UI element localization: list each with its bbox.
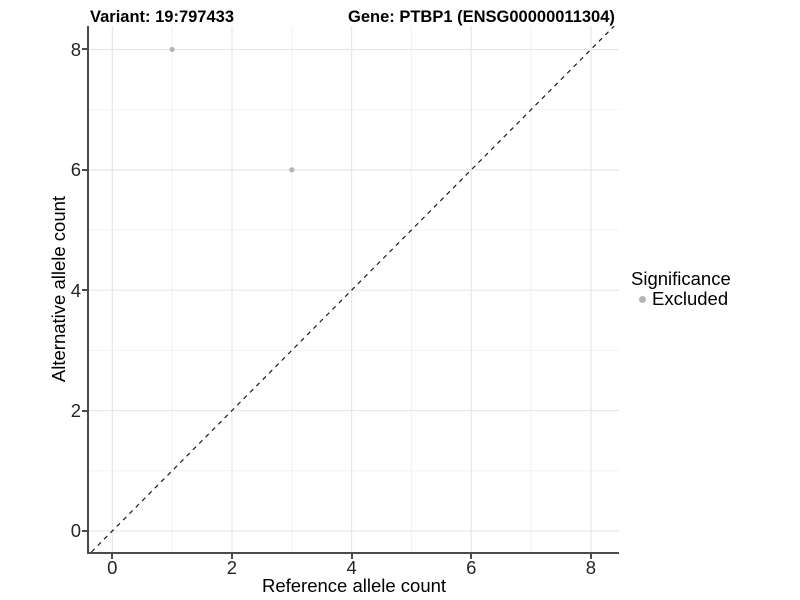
scatter-plot-canvas: [89, 26, 619, 552]
y-axis-tick-mark: [82, 48, 87, 51]
y-axis-title: Alternative allele count: [48, 195, 69, 383]
identity-reference-line: [90, 26, 615, 552]
x-tick-label: 4: [346, 557, 357, 578]
plot-title-gene: Gene: PTBP1 (ENSG00000011304): [348, 8, 615, 26]
y-axis-tick-mark: [82, 289, 87, 292]
x-axis-tick-mark: [470, 554, 473, 559]
y-tick-label: 8: [70, 38, 81, 60]
x-axis-tick-mark: [589, 554, 592, 559]
x-axis-tick-mark: [230, 554, 233, 559]
plot-title-variant: Variant: 19:797433: [90, 8, 235, 26]
y-axis-tick-mark: [82, 529, 87, 532]
legend-title: Significance: [631, 268, 731, 289]
x-axis-tick-mark: [350, 554, 353, 559]
x-tick-label: 8: [585, 557, 597, 578]
y-tick-label: 4: [70, 279, 81, 301]
data-point: [289, 167, 295, 173]
x-axis-tick-mark: [111, 554, 114, 559]
x-tick-label: 2: [226, 557, 238, 578]
legend-item-excluded: Excluded: [639, 289, 728, 309]
y-tick-label: 0: [70, 520, 81, 542]
y-tick-label: 2: [70, 400, 81, 422]
x-tick-label: 6: [466, 557, 477, 578]
y-axis-tick-mark: [82, 168, 87, 171]
plot-panel: [87, 26, 619, 554]
legend-circle-marker-icon: [639, 295, 646, 303]
legend-label-excluded: Excluded: [652, 288, 729, 309]
data-point: [169, 46, 175, 53]
y-tick-label: 6: [70, 159, 81, 181]
x-tick-label: 0: [107, 557, 118, 578]
y-axis-tick-mark: [82, 409, 87, 412]
x-axis-title: Reference allele count: [261, 575, 447, 596]
